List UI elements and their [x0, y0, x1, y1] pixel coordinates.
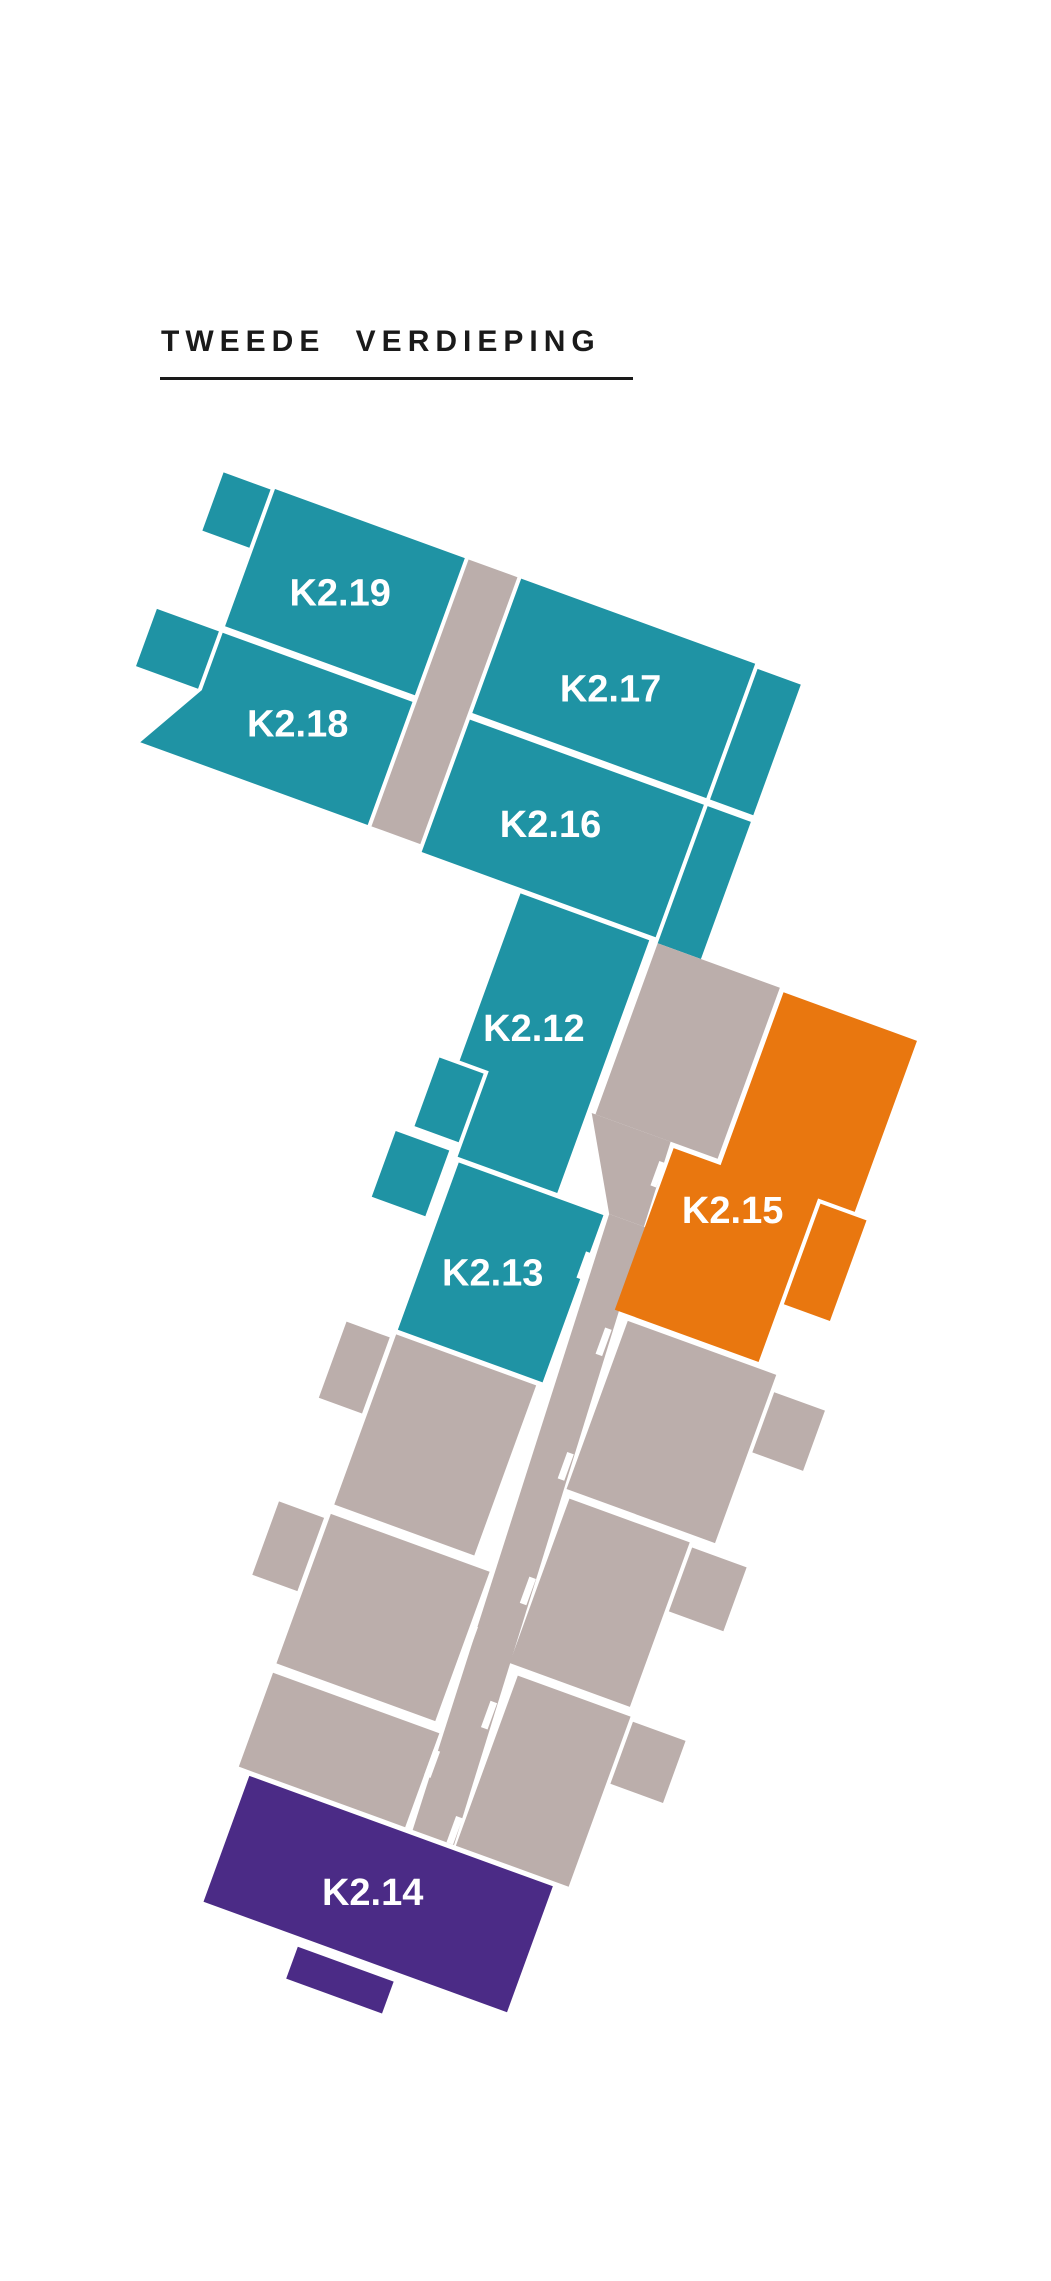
gray-balcony-right-3 [610, 1721, 686, 1803]
room-k216-label: K2.16 [500, 804, 601, 846]
balcony-k219 [202, 472, 271, 548]
door-gap [423, 1749, 441, 1778]
gray-unit-left-2 [276, 1513, 490, 1722]
gray-unit-left-3 [238, 1672, 440, 1828]
room-k213[interactable] [397, 1162, 604, 1383]
room-k214-label: K2.14 [322, 1872, 423, 1914]
corridor-top [371, 559, 518, 845]
door-gap [595, 1327, 612, 1357]
wing-strip-k216 [657, 806, 751, 960]
balcony-k214 [286, 1946, 394, 2014]
corridor-upper [591, 1112, 671, 1227]
wing-strip-k217 [710, 668, 801, 816]
gray-balcony-right-2 [668, 1547, 747, 1632]
door-gap [499, 1500, 516, 1529]
gray-balcony-left-2 [252, 1501, 325, 1592]
gray-unit-right-2 [509, 1498, 690, 1707]
door-gap [480, 1700, 498, 1730]
balcony-k215 [783, 1203, 867, 1321]
building-group: K2.19 K2.18 K2.17 K2.16 K2.12 K2.13 K2.1… [136, 472, 917, 2014]
room-k217-label: K2.17 [560, 669, 661, 711]
balcony-k212-a [414, 1057, 484, 1143]
room-k213-label: K2.13 [442, 1252, 543, 1294]
room-k218-label: K2.18 [247, 704, 348, 746]
room-k214[interactable] [203, 1775, 553, 2013]
room-k215[interactable] [614, 975, 917, 1375]
gray-unit-upper [595, 943, 780, 1159]
gray-unit-right-1 [566, 1320, 777, 1544]
balcony-k218 [136, 608, 219, 689]
balcony-k212-b [371, 1130, 450, 1217]
door-gap [576, 1251, 593, 1281]
corridor-main [412, 1214, 645, 1846]
door-gap [538, 1375, 555, 1405]
room-k215-label: K2.15 [682, 1190, 783, 1232]
room-k219-label: K2.19 [289, 572, 390, 614]
gray-balcony-right-1 [752, 1392, 825, 1471]
room-k212[interactable] [429, 893, 650, 1193]
room-k216[interactable] [421, 719, 704, 938]
door-gap [570, 1137, 586, 1164]
door-gap [461, 1624, 479, 1654]
page-title: TWEEDE VERDIEPING [161, 325, 601, 358]
door-gap [557, 1452, 574, 1481]
door-gap [650, 1160, 665, 1188]
title-underline [160, 377, 633, 380]
gray-unit-right-3 [455, 1675, 631, 1887]
gray-unit-left-1 [334, 1334, 537, 1556]
room-k217[interactable] [472, 578, 756, 799]
room-k212-label: K2.12 [483, 1008, 584, 1050]
room-k219[interactable] [225, 489, 465, 696]
door-gap [446, 1815, 463, 1845]
gray-balcony-left-1 [318, 1321, 390, 1414]
room-k218[interactable] [140, 619, 413, 825]
door-gap [519, 1576, 536, 1606]
